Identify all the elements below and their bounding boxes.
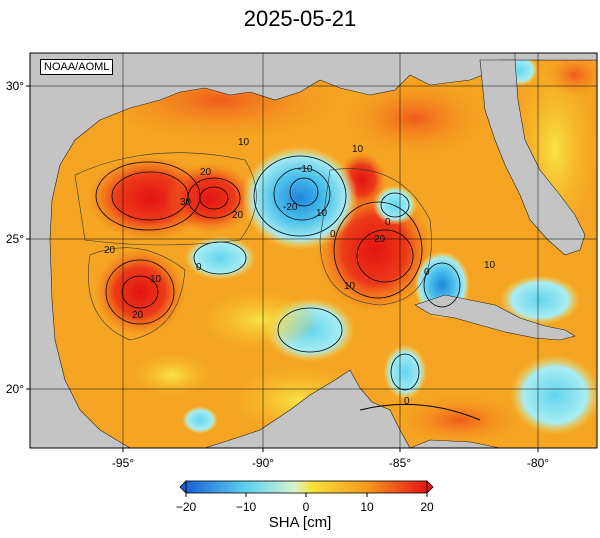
contour-label: 10 bbox=[238, 137, 250, 148]
map-title: 2025-05-21 bbox=[243, 6, 357, 31]
colorbar: −20 −10 0 10 20 bbox=[176, 480, 434, 514]
contour-label: 0 bbox=[385, 217, 391, 228]
contour-label: 10 bbox=[316, 208, 328, 219]
contour-label: 20 bbox=[132, 310, 144, 321]
contour-label: 0 bbox=[404, 396, 410, 407]
anomaly-field bbox=[88, 53, 597, 445]
map-frame bbox=[29, 52, 598, 449]
land-masses bbox=[30, 53, 597, 448]
contour-label: -10 bbox=[298, 164, 313, 175]
contour-label: 20 bbox=[200, 167, 212, 178]
lon-tick-95: -95° bbox=[112, 456, 134, 470]
contour-label-group: 20 20 30 20 10 20 10 0 0 -20 10 10 20 10… bbox=[104, 137, 496, 407]
lat-tick-20: 20° bbox=[6, 382, 24, 396]
lat-tick-30: 30° bbox=[6, 79, 24, 93]
contour-lines bbox=[74, 152, 481, 421]
contour-label: 20 bbox=[232, 210, 244, 221]
colorbar-ramp bbox=[185, 480, 428, 494]
contour-label: 0 bbox=[424, 267, 430, 278]
lat-tick-25: 25° bbox=[6, 232, 24, 246]
lon-tick-80: -80° bbox=[527, 456, 549, 470]
contour-label: -20 bbox=[283, 202, 298, 213]
contour-label: 30 bbox=[180, 197, 192, 208]
contour-label: 10 bbox=[150, 274, 162, 285]
colorbar-tick-0: 0 bbox=[303, 500, 310, 514]
contour-label: 10 bbox=[344, 281, 356, 292]
lon-tick-90: -90° bbox=[252, 456, 274, 470]
colorbar-tick-10: 10 bbox=[360, 500, 374, 514]
contour-label: 0 bbox=[196, 262, 202, 273]
colorbar-tick-neg20: −20 bbox=[176, 500, 197, 514]
colorbar-label: SHA [cm] bbox=[268, 514, 332, 531]
graticule bbox=[30, 53, 597, 448]
credit-label: NOAA/AOML bbox=[40, 59, 114, 75]
contour-label: 20 bbox=[104, 245, 116, 256]
contour-label: 10 bbox=[352, 144, 364, 155]
lon-tick-85: -85° bbox=[389, 456, 411, 470]
colorbar-tick-neg10: −10 bbox=[236, 500, 257, 514]
contour-label: 10 bbox=[484, 260, 496, 271]
contour-label: 20 bbox=[374, 234, 386, 245]
colorbar-tick-20: 20 bbox=[420, 500, 434, 514]
contour-label: 0 bbox=[330, 229, 336, 240]
